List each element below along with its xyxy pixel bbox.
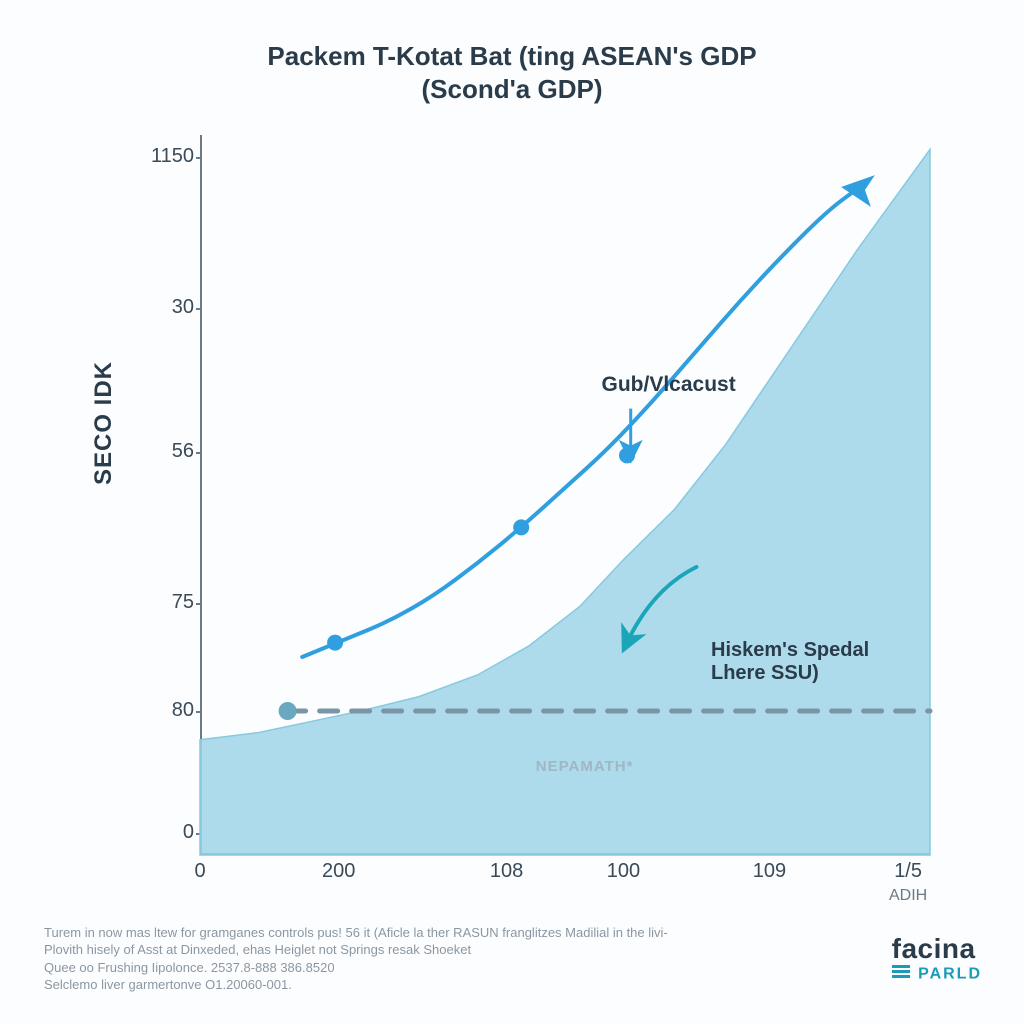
x-tick-label: 109 <box>739 860 799 883</box>
footer-notes: Turem in now mas ltew for gramganes cont… <box>44 924 804 994</box>
y-tick-label: 80 <box>140 699 194 722</box>
watermark-text: NEPAMATH* <box>536 758 634 775</box>
chart-area: SECO IDK 1150305675800 02001081001091/5 … <box>100 115 960 875</box>
x-tick-label: 108 <box>477 860 537 883</box>
footer-line-4: Selclemo liver garmertonve O1.20060-001. <box>44 976 804 994</box>
y-tick-label: 30 <box>140 296 194 319</box>
plot-svg <box>200 135 930 855</box>
chart-title-line2: (Scond'a GDP) <box>40 73 984 106</box>
brand-bars-icon <box>892 965 910 984</box>
y-axis-label: SECO IDK <box>90 361 118 485</box>
y-tick-label: 56 <box>140 440 194 463</box>
x-tick-label: 100 <box>593 860 653 883</box>
brand-name-top: facina <box>892 933 982 965</box>
x-tick-label: 1/5 <box>878 860 938 883</box>
area-label-line2: Lhere SSU) <box>711 662 869 685</box>
chart-title: Packem T-Kotat Bat (ting ASEAN's GDP (Sc… <box>40 40 984 105</box>
footer-line-2: Plovith hisely of Asst at Dinxeded, ehas… <box>44 941 804 959</box>
area-series-label: Hiskem's Spedal Lhere SSU) <box>711 639 869 685</box>
brand-logo: facina PARLD <box>892 933 982 984</box>
x-tick-label: 0 <box>170 860 230 883</box>
x-axis-label: ADIH <box>878 887 938 905</box>
area-series <box>200 149 930 855</box>
area-label-line1: Hiskem's Spedal <box>711 639 869 662</box>
y-tick-label: 75 <box>140 591 194 614</box>
line-series-label: Gub/Vlcacust <box>602 373 736 397</box>
brand-bottom-row: PARLD <box>892 965 982 984</box>
line-marker <box>513 519 529 535</box>
page-root: Packem T-Kotat Bat (ting ASEAN's GDP (Sc… <box>0 0 1024 1024</box>
brand-name-bottom: PARLD <box>918 966 982 983</box>
line-marker <box>327 635 343 651</box>
x-tick-label: 200 <box>309 860 369 883</box>
footer-line-3: Quee oo Frushing Iipolonce. 2537.8-888 3… <box>44 959 804 977</box>
footer-line-1: Turem in now mas ltew for gramganes cont… <box>44 924 804 942</box>
dashed-line-start-marker <box>279 702 297 720</box>
y-tick-label: 1150 <box>140 145 194 168</box>
y-tick-label: 0 <box>140 821 194 844</box>
line-marker <box>619 447 635 463</box>
chart-title-line1: Packem T-Kotat Bat (ting ASEAN's GDP <box>40 40 984 73</box>
